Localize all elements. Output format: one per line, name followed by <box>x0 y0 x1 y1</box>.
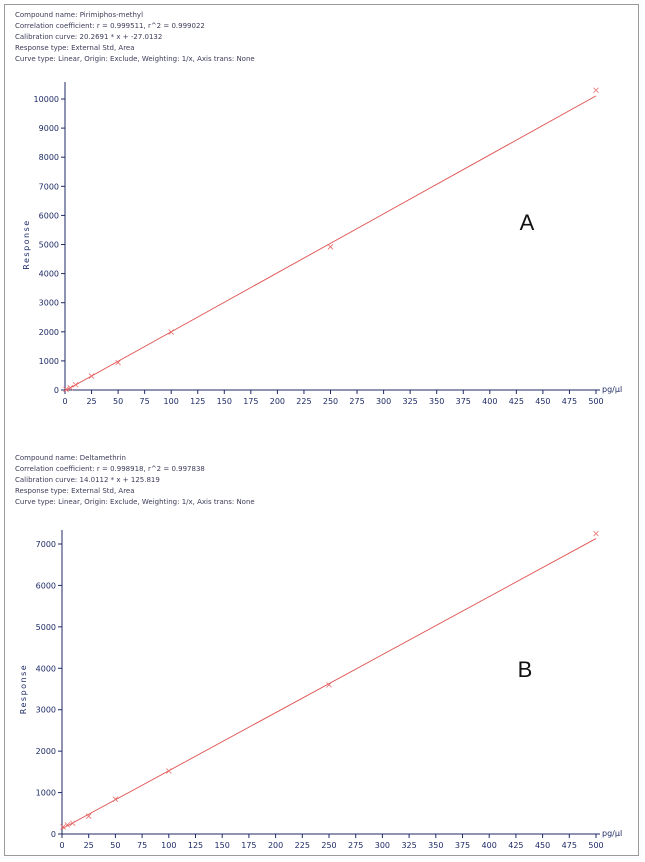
x-axis-label: pg/µl <box>602 385 622 394</box>
data-point-stroke <box>63 386 69 393</box>
y-tick-label: 8000 <box>39 153 59 162</box>
x-tick-label: 350 <box>429 397 444 406</box>
x-tick-label: 50 <box>113 397 123 406</box>
x-tick-label: 325 <box>403 397 418 406</box>
y-tick-label: 5000 <box>39 241 59 250</box>
curve-type: Curve type: Linear, Origin: Exclude, Wei… <box>15 55 255 63</box>
data-point-stroke <box>72 381 79 388</box>
data-point <box>168 329 174 335</box>
x-tick-label: 500 <box>588 397 603 406</box>
x-tick-label: 425 <box>509 397 524 406</box>
data-point-stroke <box>593 87 599 94</box>
data-point <box>88 373 95 379</box>
curve-type: Curve type: Linear, Origin: Exclude, Wei… <box>15 498 255 506</box>
y-tick-label: 7000 <box>39 182 59 191</box>
y-tick-label: 0 <box>54 386 59 395</box>
calibration-curve: Calibration curve: 20.2691 * x + -27.013… <box>15 33 163 41</box>
y-tick-label: 6000 <box>39 211 59 220</box>
x-tick-label: 375 <box>456 397 471 406</box>
y-axis-label: Response <box>22 219 31 269</box>
data-point <box>72 381 79 388</box>
compound-name: Compound name: Deltamethrin <box>15 454 126 462</box>
correlation-coefficient: Correlation coefficient: r = 0.998918, r… <box>15 465 205 473</box>
data-point <box>67 385 74 391</box>
x-tick-label: 150 <box>217 397 232 406</box>
x-tick-label: 275 <box>349 397 364 406</box>
x-tick-label: 25 <box>86 397 96 406</box>
x-tick-label: 400 <box>482 397 497 406</box>
x-tick-label: 100 <box>164 397 179 406</box>
data-point-stroke <box>115 359 121 366</box>
y-tick-label: 9000 <box>39 124 59 133</box>
data-point <box>63 386 69 393</box>
calibration-fit-line <box>64 95 597 392</box>
data-point-stroke <box>88 373 95 379</box>
data-point-stroke <box>168 329 174 335</box>
chart-a-info: Compound name: Pirimiphos-methyl Correla… <box>15 10 255 65</box>
response-type: Response type: External Std, Area <box>15 487 135 495</box>
x-tick-label: 250 <box>323 397 338 406</box>
x-tick-label: 200 <box>270 397 285 406</box>
y-tick-label: 3000 <box>39 299 59 308</box>
chart-b-info: Compound name: Deltamethrin Correlation … <box>15 453 255 508</box>
y-tick-label: 4000 <box>39 270 59 279</box>
x-tick-label: 75 <box>140 397 150 406</box>
y-tick-label: 1000 <box>39 357 59 366</box>
compound-name: Compound name: Pirimiphos-methyl <box>15 11 144 19</box>
x-tick-label: 175 <box>243 397 258 406</box>
data-point-stroke <box>67 385 74 391</box>
x-tick-label: 225 <box>296 397 311 406</box>
x-tick-label: 125 <box>190 397 205 406</box>
y-tick-label: 10000 <box>34 95 59 104</box>
panel-label: A <box>520 210 535 235</box>
x-tick-label: 0 <box>62 397 67 406</box>
correlation-coefficient: Correlation coefficient: r = 0.999511, r… <box>15 22 205 30</box>
data-point <box>115 359 121 366</box>
x-tick-label: 300 <box>376 397 391 406</box>
response-type: Response type: External Std, Area <box>15 44 135 52</box>
figure-frame <box>4 4 639 856</box>
x-tick-label: 475 <box>562 397 577 406</box>
calibration-curve: Calibration curve: 14.0112 * x + 125.819 <box>15 476 160 484</box>
y-tick-label: 2000 <box>39 328 59 337</box>
data-point <box>593 87 599 94</box>
data-point-stroke <box>327 244 334 250</box>
data-point <box>327 244 334 250</box>
x-tick-label: 450 <box>535 397 550 406</box>
